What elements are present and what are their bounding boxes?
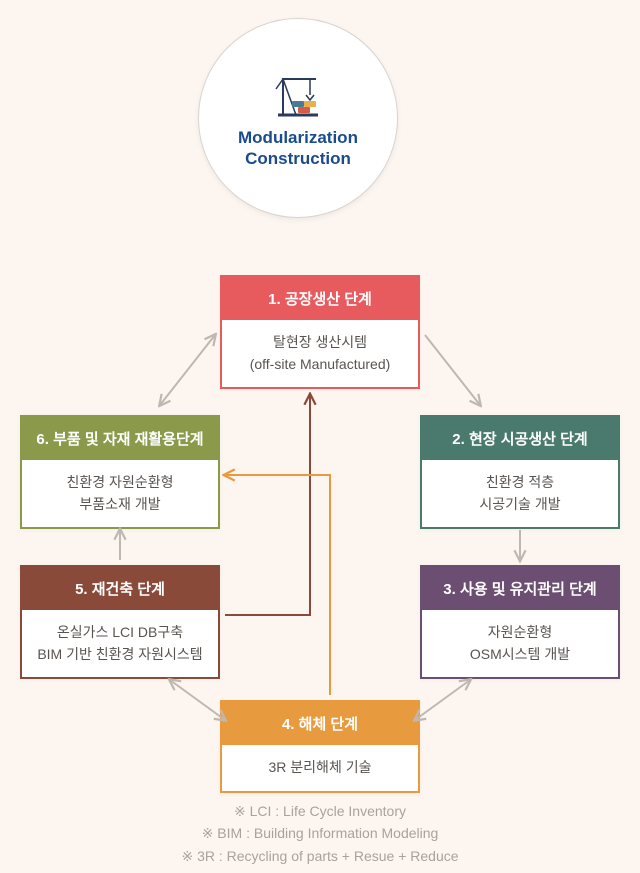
stage-head: 6. 부품 및 자재 재활용단계 (22, 417, 218, 460)
stage-box: 2. 현장 시공생산 단계친환경 적층시공기술 개발 (420, 415, 620, 529)
stage-body: 자원순환형OSM시스템 개발 (422, 610, 618, 677)
arrow (225, 475, 330, 695)
arrow (425, 335, 480, 405)
footnote-line: ※ LCI : Life Cycle Inventory (0, 800, 640, 822)
crane-icon (268, 67, 328, 117)
hero-circle: Modularization Construction (198, 18, 398, 218)
stage-head: 5. 재건축 단계 (22, 567, 218, 610)
footnote-line: ※ BIM : Building Information Modeling (0, 822, 640, 844)
stage-head: 2. 현장 시공생산 단계 (422, 417, 618, 460)
stage-body: 온실가스 LCI DB구축BIM 기반 친환경 자원시스템 (22, 610, 218, 677)
stage-head: 4. 해체 단계 (222, 702, 418, 745)
hero-title-line1: Modularization (238, 128, 358, 147)
stage-head: 1. 공장생산 단계 (222, 277, 418, 320)
footnotes: ※ LCI : Life Cycle Inventory ※ BIM : Bui… (0, 800, 640, 867)
arrow (415, 680, 470, 720)
arrow (170, 680, 225, 720)
stage-body: 탈현장 생산시템(off-site Manufactured) (222, 320, 418, 387)
stage-body: 친환경 자원순환형부품소재 개발 (22, 460, 218, 527)
hero-title-line2: Construction (245, 149, 351, 168)
footnote-line: ※ 3R : Recycling of parts + Resue + Redu… (0, 845, 640, 867)
hero-title: Modularization Construction (238, 127, 358, 170)
arrow (160, 335, 215, 405)
stage-body: 3R 분리해체 기술 (222, 745, 418, 791)
stage-box: 6. 부품 및 자재 재활용단계친환경 자원순환형부품소재 개발 (20, 415, 220, 529)
stage-body: 친환경 적층시공기술 개발 (422, 460, 618, 527)
stage-box: 1. 공장생산 단계탈현장 생산시템(off-site Manufactured… (220, 275, 420, 389)
arrow (225, 395, 310, 615)
stage-box: 3. 사용 및 유지관리 단계자원순환형OSM시스템 개발 (420, 565, 620, 679)
stage-box: 4. 해체 단계3R 분리해체 기술 (220, 700, 420, 793)
stage-head: 3. 사용 및 유지관리 단계 (422, 567, 618, 610)
stage-box: 5. 재건축 단계온실가스 LCI DB구축BIM 기반 친환경 자원시스템 (20, 565, 220, 679)
